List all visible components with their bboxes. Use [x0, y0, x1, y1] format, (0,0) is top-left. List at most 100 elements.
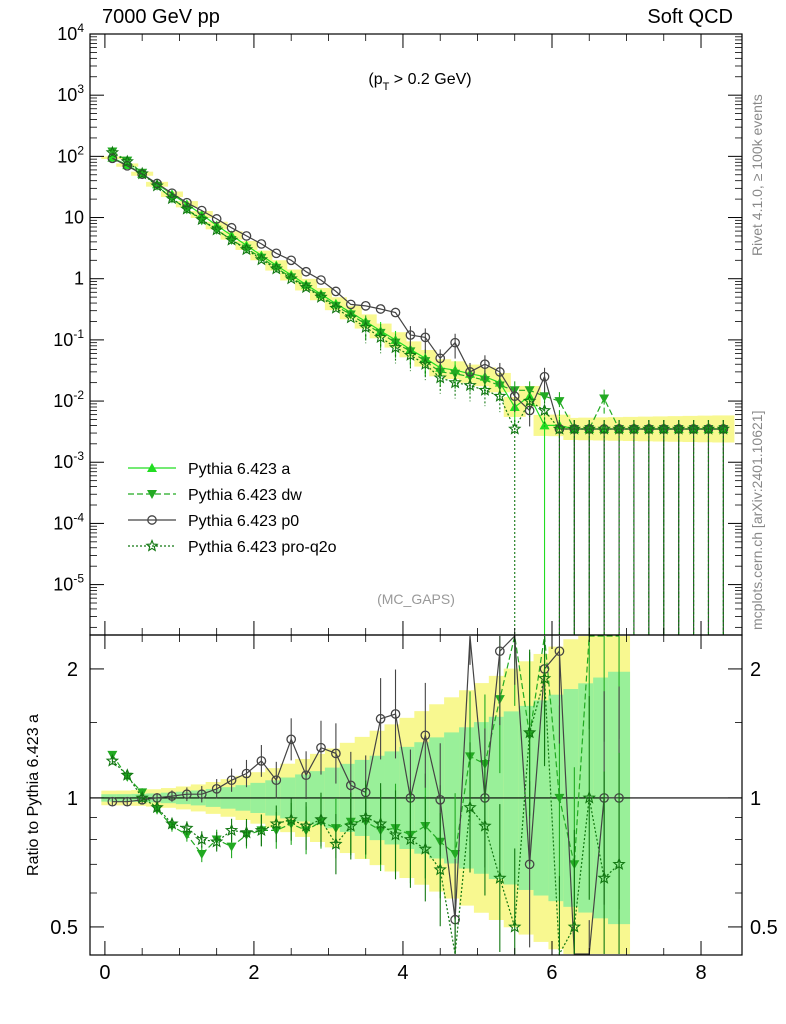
legend-label-p0: Pythia 6.423 p0 [188, 513, 299, 530]
data-point-proq2o [284, 271, 298, 285]
y-tick-label: 10-3 [53, 449, 84, 472]
ratio-point-p0 [345, 780, 356, 791]
data-point-proq2o [433, 370, 447, 384]
x-tick-label: 6 [546, 962, 557, 984]
x-tick-label: 2 [248, 962, 259, 984]
ratio-point-p0 [494, 646, 505, 657]
ratio-point-p0 [331, 748, 341, 759]
y-tick-label: 103 [57, 82, 84, 105]
data-point-p0 [494, 367, 505, 377]
data-point-a [539, 420, 550, 430]
ratio-point-proq2o [284, 812, 298, 826]
ratio-point-proq2o [254, 823, 268, 836]
ratio-point-p0 [167, 791, 177, 801]
ratio-point-p0 [211, 784, 222, 794]
data-point-p0 [182, 197, 192, 208]
data-point-p0 [405, 330, 416, 340]
ratio-point-proq2o [463, 800, 477, 814]
legend-marker-dw [147, 490, 157, 499]
y-tick-label: 10-2 [53, 388, 84, 411]
data-point-proq2o [642, 422, 656, 435]
data-point-p0 [390, 307, 401, 318]
ratio-point-proq2o [359, 810, 373, 824]
legend: Pythia 6.423 a Pythia 6.423 dw Pythia 6.42… [128, 461, 337, 556]
data-point-proq2o [344, 310, 358, 324]
data-point-proq2o [522, 394, 537, 407]
legend-marker-a [147, 463, 157, 472]
data-point-p0 [167, 188, 177, 199]
data-point-p0 [137, 169, 148, 180]
data-point-proq2o [701, 422, 716, 435]
data-point-p0 [435, 353, 446, 364]
y-tick-label: 102 [57, 143, 84, 166]
legend-marker-p0 [147, 515, 157, 525]
ratio-point-proq2o [239, 825, 254, 839]
ratio-point-proq2o [314, 812, 328, 826]
side-label-mcplots: mcplots.cern.ch [arXiv:2401.10621] [749, 410, 765, 630]
data-point-dw [360, 320, 371, 330]
data-point-p0 [271, 248, 282, 259]
header-beam-energy: 7000 GeV pp [102, 6, 220, 28]
data-point-proq2o [150, 178, 164, 192]
data-point-p0 [286, 255, 297, 266]
data-point-proq2o [120, 154, 134, 168]
data-point-p0 [524, 405, 535, 416]
ratio-point-dw [450, 849, 461, 859]
ratio-point-p0 [271, 775, 282, 786]
main-panel-series [105, 145, 730, 635]
series-line-dw [112, 150, 724, 430]
data-point-proq2o [537, 403, 552, 417]
data-point-p0 [226, 222, 237, 233]
y-tick-label: 10-1 [53, 327, 84, 350]
ratio-point-proq2o [150, 800, 164, 814]
x-tick-label: 8 [695, 962, 706, 984]
series-line-proq2o [112, 152, 724, 431]
ratio-line-proq2o [111, 678, 620, 957]
ratio-point-p0 [301, 770, 311, 781]
data-point-proq2o [597, 422, 611, 435]
data-point-proq2o [686, 422, 701, 435]
ratio-point-p0 [196, 789, 207, 800]
data-point-proq2o [269, 261, 283, 275]
data-point-p0 [465, 367, 475, 377]
ratio-point-proq2o [329, 837, 343, 850]
ratio-point-proq2o [224, 823, 239, 836]
data-point-dw [256, 253, 267, 263]
ratio-point-proq2o [195, 832, 209, 846]
ratio-point-proq2o [403, 832, 417, 846]
data-point-proq2o [105, 145, 120, 159]
data-point-proq2o [627, 422, 641, 435]
ratio-point-p0 [390, 709, 401, 719]
ratio-point-dw [196, 849, 207, 859]
ratio-point-proq2o [180, 821, 194, 834]
data-point-p0 [331, 286, 341, 297]
ratio-point-p0 [554, 646, 565, 657]
data-point-proq2o [374, 330, 388, 343]
ratio-y-tick-label-right: 2 [750, 659, 761, 681]
y-tick-label: 10-5 [53, 572, 84, 595]
ratio-point-dw [226, 842, 237, 852]
data-point-dw [420, 357, 431, 367]
ratio-panel-series [105, 634, 626, 957]
data-point-proq2o [329, 301, 343, 314]
ratio-point-p0 [524, 859, 535, 870]
data-point-proq2o [418, 357, 432, 370]
ratio-point-proq2o [582, 790, 596, 804]
ratio-plot-frame [89, 634, 743, 956]
ratio-point-proq2o [299, 818, 313, 832]
data-point-proq2o [224, 233, 239, 246]
ratio-point-proq2o [433, 862, 447, 876]
series-a [107, 152, 729, 635]
ratio-point-proq2o [374, 816, 388, 830]
data-point-p0 [420, 332, 431, 343]
data-point-proq2o [671, 422, 686, 435]
x-tick-label: 0 [99, 962, 110, 984]
ratio-y-tick-label-right: 0.5 [750, 917, 778, 939]
data-point-proq2o [448, 375, 462, 389]
ratio-point-p0 [420, 730, 431, 741]
data-point-p0 [107, 153, 118, 164]
ratio-point-dw [554, 793, 565, 803]
data-point-proq2o [254, 252, 268, 266]
